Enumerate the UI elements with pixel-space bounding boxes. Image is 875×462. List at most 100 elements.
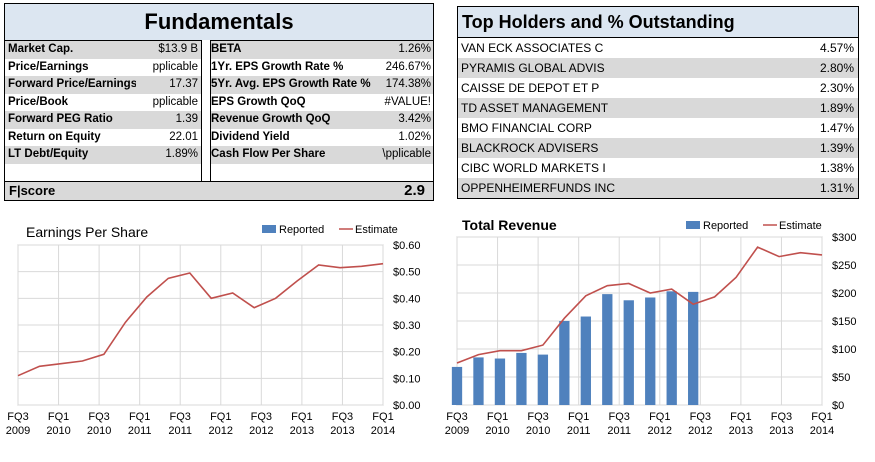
x-tick-label: 2011 (607, 425, 631, 437)
fundamentals-row: Price/Earnings pplicable 1Yr. EPS Growth R… (5, 59, 433, 77)
x-tick-label: 2011 (567, 425, 591, 437)
x-tick-label: FQ3 (690, 411, 711, 423)
holder-name: PYRAMIS GLOBAL ADVIS (461, 61, 605, 75)
metric-label: 1Yr. EPS Growth Rate % (211, 60, 344, 73)
metric-label: EPS Growth QoQ (211, 95, 306, 108)
metric-value: 174.38% (385, 78, 431, 90)
chart-title: Total Revenue (462, 217, 557, 233)
y-tick-label: $100 (832, 344, 856, 356)
score-row: F|score 2.9 (5, 181, 433, 200)
holder-percent: 1.38% (819, 161, 854, 175)
x-tick-label: FQ1 (649, 411, 670, 423)
holder-name: OPPENHEIMERFUNDS INC (461, 181, 616, 195)
metric-label: Dividend Yield (211, 130, 290, 143)
fundamentals-row: LT Debt/Equity 1.89% Cash Flow Per Share \p… (5, 146, 433, 164)
y-tick-label: $0 (832, 400, 844, 412)
reported-bar (580, 316, 591, 405)
x-tick-label: 2009 (6, 425, 30, 437)
metric-label: Price/Book (8, 95, 69, 108)
holder-percent: 2.80% (819, 61, 854, 75)
legend-reported-label: Reported (279, 224, 324, 236)
x-tick-label: FQ3 (446, 411, 467, 423)
x-tick-label: 2012 (648, 425, 672, 437)
x-tick-label: FQ3 (771, 411, 792, 423)
holders-rows: VAN ECK ASSOCIATES C 4.57% PYRAMIS GLOBAL … (458, 38, 858, 198)
legend-estimate-label: Estimate (355, 224, 398, 236)
metric-value: pplicable (152, 60, 198, 73)
metric-label: Price/Earnings (8, 60, 89, 73)
reported-bar (688, 291, 699, 405)
reported-bar (602, 294, 613, 405)
x-tick-label: FQ3 (609, 411, 630, 423)
x-tick-label: FQ1 (487, 411, 508, 423)
legend-reported-swatch (686, 221, 700, 229)
reported-bar (666, 291, 677, 405)
holder-percent: 1.47% (819, 121, 854, 135)
reported-bar (494, 358, 506, 405)
x-tick-label: FQ3 (88, 411, 109, 423)
x-tick-label: 2011 (168, 425, 192, 437)
metric-value: 1.02% (398, 130, 431, 143)
x-tick-label: 2013 (769, 425, 793, 437)
reported-bar (451, 366, 463, 405)
holder-row: CAISSE DE DEPOT ET P 2.30% (458, 78, 858, 98)
y-tick-label: $150 (832, 316, 856, 328)
x-tick-label: FQ3 (7, 411, 28, 423)
holder-name: BMO FINANCIAL CORP (461, 121, 592, 135)
metric-value: 1.39 (175, 113, 198, 125)
fundamentals-row: Price/Book pplicable EPS Growth QoQ #VALUE! (5, 94, 433, 112)
holder-name: VAN ECK ASSOCIATES C (461, 41, 604, 55)
y-tick-label: $0.40 (393, 293, 421, 305)
metric-value: \pplicable (382, 148, 431, 160)
holder-row: BLACKROCK ADVISERS 1.39% (458, 138, 858, 158)
reported-bar (559, 321, 570, 405)
y-tick-label: $0.50 (393, 267, 421, 279)
x-tick-label: 2013 (330, 425, 354, 437)
holder-percent: 1.89% (819, 101, 854, 115)
reported-bar (623, 300, 634, 405)
score-label: F|score (9, 183, 56, 198)
x-tick-label: FQ1 (129, 411, 150, 423)
legend-estimate-label: Estimate (779, 220, 822, 232)
y-tick-label: $200 (832, 288, 856, 300)
holder-percent: 1.31% (819, 181, 854, 195)
y-tick-label: $50 (832, 372, 850, 384)
y-tick-label: $0.20 (393, 347, 421, 359)
holder-row: TD ASSET MANAGEMENT 1.89% (458, 98, 858, 118)
metric-label: Cash Flow Per Share (211, 148, 326, 160)
reported-bar (645, 297, 656, 405)
x-tick-label: 2012 (249, 425, 273, 437)
holder-row: OPPENHEIMERFUNDS INC 1.31% (458, 178, 858, 198)
holder-name: BLACKROCK ADVISERS (461, 141, 599, 155)
estimate-line (456, 246, 823, 364)
y-tick-label: $0.10 (393, 373, 421, 385)
y-tick-label: $0.30 (393, 320, 421, 332)
x-tick-label: FQ3 (251, 411, 272, 423)
x-tick-label: 2010 (526, 425, 550, 437)
revenue-chart: $300 $250 $200 $150 $100 $50 $0 FQ3 2009 FQ1 2010 F… (445, 217, 857, 437)
metric-value: #VALUE! (384, 95, 431, 108)
x-tick-label: 2013 (729, 425, 753, 437)
holder-row: PYRAMIS GLOBAL ADVIS 2.80% (458, 58, 858, 78)
x-tick-label: FQ1 (210, 411, 231, 423)
x-tick-label: 2010 (87, 425, 111, 437)
x-tick-label: FQ1 (48, 411, 69, 423)
metric-value: 1.26% (398, 43, 431, 55)
metric-value: 1.89% (165, 148, 198, 160)
x-tick-label: FQ1 (568, 411, 589, 423)
holder-percent: 2.30% (819, 81, 854, 95)
x-tick-label: 2010 (46, 425, 70, 437)
column-divider (201, 40, 211, 183)
x-tick-label: FQ3 (332, 411, 353, 423)
metric-label: Return on Equity (8, 130, 101, 143)
x-tick-label: 2011 (128, 425, 152, 437)
metric-label: BETA (211, 43, 242, 55)
legend-reported-swatch (262, 225, 276, 233)
fundamentals-title: Fundamentals (5, 4, 433, 41)
fundamentals-panel: Fundamentals Market Cap. $13.9 B BETA 1.26%… (4, 3, 434, 201)
estimate-line (17, 262, 384, 377)
x-tick-label: 2009 (445, 425, 469, 437)
holders-title: Top Holders and % Outstanding (458, 7, 858, 38)
y-tick-label: $0.60 (393, 240, 421, 252)
holder-row: BMO FINANCIAL CORP 1.47% (458, 118, 858, 138)
